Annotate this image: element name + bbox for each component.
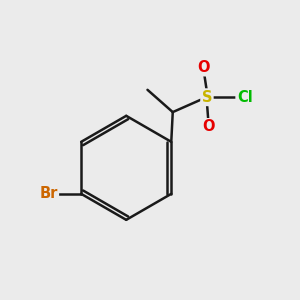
- Text: O: O: [198, 60, 210, 75]
- Text: O: O: [202, 119, 215, 134]
- Text: S: S: [202, 90, 212, 105]
- Text: Br: Br: [39, 186, 58, 201]
- Text: Cl: Cl: [237, 90, 253, 105]
